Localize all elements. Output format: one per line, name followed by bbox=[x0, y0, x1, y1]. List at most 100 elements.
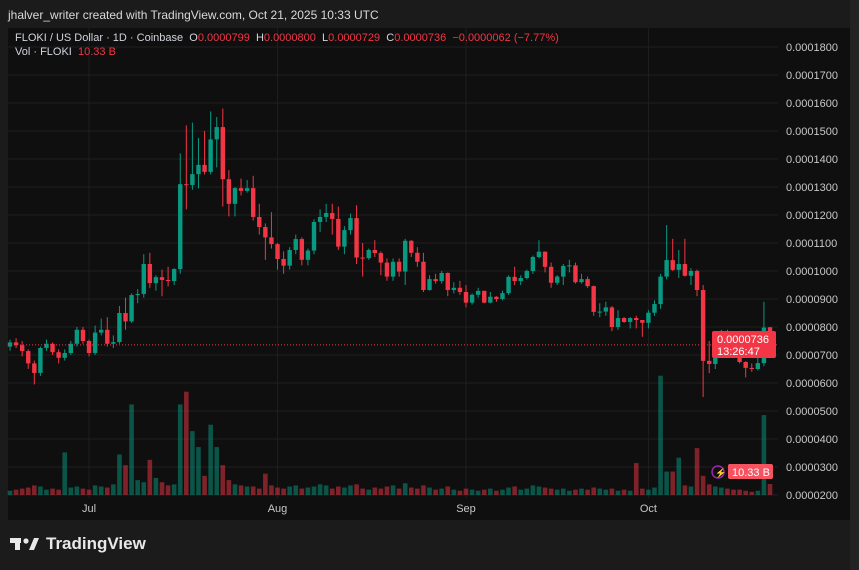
candle-body bbox=[688, 271, 694, 276]
volume-bar bbox=[542, 487, 548, 495]
volume-bar bbox=[159, 482, 165, 495]
candle-body bbox=[749, 367, 754, 369]
candle-body bbox=[251, 188, 256, 217]
candle-body bbox=[585, 279, 590, 287]
candle-body bbox=[555, 276, 560, 283]
volume-bar bbox=[421, 485, 426, 495]
candle-body bbox=[621, 318, 627, 322]
candle-body bbox=[664, 260, 669, 277]
candle-body bbox=[482, 290, 487, 303]
volume-bar bbox=[591, 487, 596, 495]
candle-body bbox=[536, 251, 542, 257]
candle-body bbox=[330, 213, 335, 219]
candle-body bbox=[208, 139, 213, 172]
volume-bar bbox=[256, 488, 262, 495]
svg-text:⚡: ⚡ bbox=[715, 467, 726, 479]
last-price-tag: 0.0000736 13:26:47 bbox=[712, 331, 776, 358]
y-tick-label: 0.0000500 bbox=[786, 406, 838, 418]
candle-body bbox=[317, 216, 323, 222]
tradingview-logo-icon bbox=[10, 538, 39, 550]
candle-body bbox=[293, 239, 298, 250]
volume-bar bbox=[135, 480, 140, 495]
candle-body bbox=[597, 311, 602, 313]
candle-body bbox=[700, 290, 706, 361]
volume-bar bbox=[329, 488, 335, 495]
volume-bar bbox=[177, 404, 183, 495]
volume-bar bbox=[554, 489, 560, 495]
volume-bar bbox=[244, 486, 250, 495]
candle-body bbox=[238, 188, 244, 191]
volume-bar bbox=[153, 477, 159, 495]
volume-bar bbox=[38, 486, 43, 495]
volume-bar bbox=[50, 488, 55, 495]
candle-body bbox=[415, 252, 420, 262]
volume-bar bbox=[214, 447, 220, 495]
y-tick-label: 0.0001200 bbox=[786, 210, 838, 222]
volume-bar bbox=[700, 475, 706, 495]
candle-body bbox=[475, 290, 481, 295]
volume-bar bbox=[518, 489, 524, 495]
volume-bar bbox=[719, 487, 724, 495]
volume-bar bbox=[354, 484, 359, 495]
volume-bar bbox=[287, 486, 292, 495]
volume-bar bbox=[712, 486, 718, 495]
volume-bar bbox=[74, 486, 80, 495]
y-tick-label: 0.0001700 bbox=[786, 70, 838, 82]
volume-bar bbox=[560, 488, 566, 495]
candle-body bbox=[26, 351, 31, 364]
symbol-title[interactable]: FLOKI / US Dollar · 1D · Coinbase bbox=[15, 32, 184, 44]
candle-body bbox=[743, 362, 748, 368]
candle-body bbox=[445, 272, 450, 291]
candle-body bbox=[123, 313, 128, 322]
volume-bar bbox=[433, 489, 438, 495]
volume-bar bbox=[694, 448, 700, 495]
volume-bar bbox=[378, 488, 384, 495]
candle-body bbox=[129, 295, 134, 322]
volume-bar bbox=[104, 487, 110, 495]
volume-bar bbox=[646, 489, 651, 495]
tradingview-logo[interactable]: TradingView bbox=[10, 534, 146, 554]
candle-body bbox=[171, 269, 177, 282]
volume-bar bbox=[469, 489, 475, 495]
volume-bar bbox=[13, 489, 19, 495]
candle-body bbox=[396, 261, 402, 272]
volume-bar bbox=[494, 490, 499, 495]
volume-bar bbox=[92, 485, 98, 495]
candle-body bbox=[433, 279, 438, 282]
candle-body bbox=[469, 294, 475, 303]
volume-bar bbox=[755, 490, 761, 495]
y-tick-label: 0.0000800 bbox=[786, 322, 838, 334]
candle-body bbox=[694, 271, 700, 291]
volume-bar bbox=[640, 488, 645, 495]
candle-body bbox=[62, 353, 67, 358]
volume-bar bbox=[396, 488, 402, 495]
candle-body bbox=[305, 250, 311, 260]
candle-body bbox=[74, 329, 80, 344]
volume-bar bbox=[25, 487, 31, 495]
volume-bar bbox=[585, 489, 590, 495]
volume-legend-value: 10.33 B bbox=[77, 46, 116, 58]
volume-bar bbox=[415, 488, 420, 495]
volume-bar bbox=[281, 488, 286, 495]
volume-bar bbox=[506, 487, 511, 495]
volume-bar bbox=[360, 488, 365, 495]
y-tick-label: 0.0001300 bbox=[786, 182, 838, 194]
volume-bar bbox=[676, 457, 682, 495]
volume-bar bbox=[111, 484, 116, 495]
candle-body bbox=[141, 264, 146, 294]
volume-bar bbox=[633, 463, 639, 495]
volume-bar bbox=[627, 490, 633, 495]
candle-body bbox=[591, 286, 596, 312]
candle-body bbox=[421, 261, 426, 291]
candle-body bbox=[38, 348, 43, 373]
candle-body bbox=[202, 164, 207, 172]
close-value: 0.0000736 bbox=[394, 32, 447, 44]
candle-body bbox=[19, 345, 25, 352]
volume-bar bbox=[86, 489, 92, 495]
candle-body bbox=[542, 251, 548, 267]
candle-body bbox=[32, 363, 37, 373]
volume-bar bbox=[317, 484, 323, 495]
volume-bar bbox=[725, 488, 730, 495]
volume-bar bbox=[390, 485, 396, 495]
